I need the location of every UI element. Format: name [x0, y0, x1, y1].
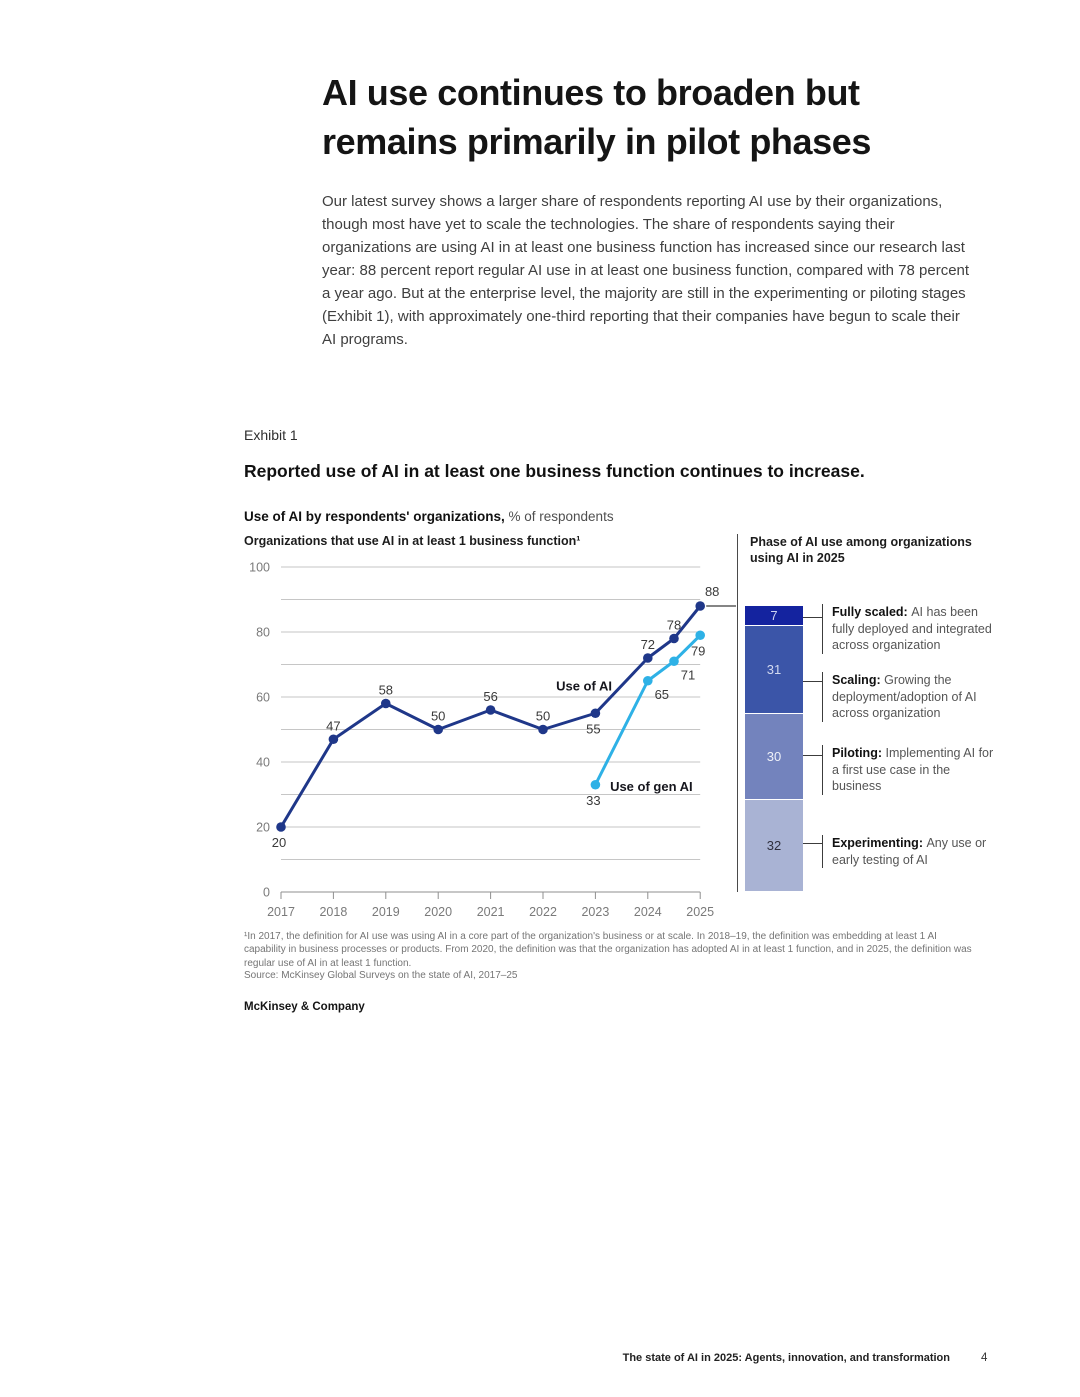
data-point: [276, 822, 286, 832]
data-point-label: 56: [483, 689, 497, 704]
brand-wordmark: McKinsey & Company: [244, 1001, 365, 1013]
data-point-label: 79: [691, 643, 705, 658]
phase-note-label: Scaling:: [832, 673, 885, 687]
x-axis-label: 2022: [529, 905, 557, 919]
data-point: [695, 630, 705, 641]
y-axis-label: 100: [249, 561, 270, 575]
source-line: Source: McKinsey Global Surveys on the s…: [244, 970, 518, 981]
x-axis-label: 2024: [634, 905, 662, 919]
panel-divider: [737, 534, 738, 892]
phase-leader-line: [803, 617, 822, 618]
phase-note: Experimenting: Any use or early testing …: [822, 835, 1000, 868]
phase-note-desc: AI has been fully deployed and integrate…: [832, 605, 992, 652]
phase-note-desc: Implementing AI for a first use case in …: [832, 746, 994, 793]
footnote: ¹In 2017, the definition for AI use was …: [244, 931, 972, 969]
phase-note: Scaling: Growing the deployment/adoption…: [822, 672, 1000, 722]
x-axis-label: 2021: [477, 905, 505, 919]
phase-leader-line: [803, 681, 822, 682]
line-chart: 0 20 40 60 80 100 2017 2018 2019 2020 2021 2022 2023…: [249, 561, 736, 919]
phase-bar-segment: 32: [745, 799, 803, 891]
phase-leader-line: [803, 843, 822, 844]
data-point: [328, 734, 339, 745]
data-point-label: 33: [586, 793, 600, 808]
y-axis-label: 80: [256, 626, 270, 640]
y-axis-label: 60: [256, 691, 270, 705]
data-point-label: 71: [681, 667, 695, 682]
data-point: [643, 653, 653, 663]
x-axis-label: 2018: [319, 905, 347, 919]
phase-note-label: Fully scaled:: [832, 605, 912, 619]
data-point: [485, 705, 496, 715]
intro-paragraph: Our latest survey shows a larger share o…: [322, 193, 970, 348]
series-inline-label: Use of AI: [556, 679, 612, 694]
phase-bar: 7 31 30 32: [745, 606, 803, 891]
chart-subtitle-unit: % of respondents: [504, 509, 614, 524]
phase-note-label: Piloting:: [832, 746, 886, 760]
data-point-label: 55: [586, 721, 600, 736]
data-point: [381, 698, 391, 709]
phase-leader-line: [803, 755, 822, 756]
left-panel-title: Organizations that use AI in at least 1 …: [244, 534, 581, 548]
series-line-use-of-ai: [279, 605, 702, 828]
footer-page-number: 4: [981, 1352, 988, 1364]
data-point-label: 65: [655, 687, 669, 702]
x-axis-label: 2023: [581, 905, 609, 919]
phase-bar-segment: 30: [745, 714, 803, 800]
data-point-label: 72: [641, 637, 655, 652]
phase-note-label: Experimenting:: [832, 836, 927, 850]
data-point-label: 78: [667, 618, 681, 633]
data-point-label: 58: [379, 683, 393, 698]
phase-bar-segment: 31: [745, 626, 803, 715]
y-axis-label: 0: [263, 886, 270, 900]
data-point: [590, 779, 601, 790]
data-point: [590, 708, 601, 719]
chart-subtitle-bold: Use of AI by respondents' organizations,: [244, 509, 505, 524]
exhibit-heading: Reported use of AI in at least one busin…: [244, 461, 865, 481]
phase-note-desc: Growing the deployment/adoption of AI ac…: [832, 673, 977, 720]
y-axis-label: 40: [256, 756, 270, 770]
phase-bar-segment: 7: [745, 606, 803, 626]
x-axis-label: 2017: [267, 905, 295, 919]
chart-subtitle: Use of AI by respondents' organizations,…: [244, 509, 844, 524]
series-inline-label: Use of gen AI: [610, 779, 693, 794]
data-point: [433, 724, 443, 735]
y-axis-label: 20: [256, 821, 270, 835]
phase-note: Fully scaled: AI has been fully deployed…: [822, 604, 1000, 654]
x-axis-label: 2019: [372, 905, 400, 919]
data-point: [669, 656, 679, 667]
footer-title: The state of AI in 2025: Agents, innovat…: [622, 1352, 950, 1364]
x-axis-label: 2025: [686, 905, 714, 919]
data-point: [695, 601, 705, 611]
exhibit-kicker: Exhibit 1: [244, 427, 298, 443]
data-point-label: 47: [326, 718, 340, 733]
right-panel-title: Phase of AI use among organizations usin…: [750, 535, 972, 565]
phase-note-desc: Any use or early testing of AI: [832, 836, 987, 867]
data-point: [669, 633, 679, 644]
data-point: [643, 675, 653, 686]
page-title: AI use continues to broaden but remains …: [322, 72, 871, 162]
data-point: [538, 724, 548, 735]
x-axis-label: 2020: [424, 905, 452, 919]
data-point-label: 20: [272, 835, 286, 850]
data-point-label: 88: [705, 584, 719, 599]
phase-note: Piloting: Implementing AI for a first us…: [822, 745, 1000, 795]
data-point-label: 50: [536, 709, 550, 724]
data-point-label: 50: [431, 709, 445, 724]
series-line-use-of-gen-ai: [594, 634, 702, 786]
